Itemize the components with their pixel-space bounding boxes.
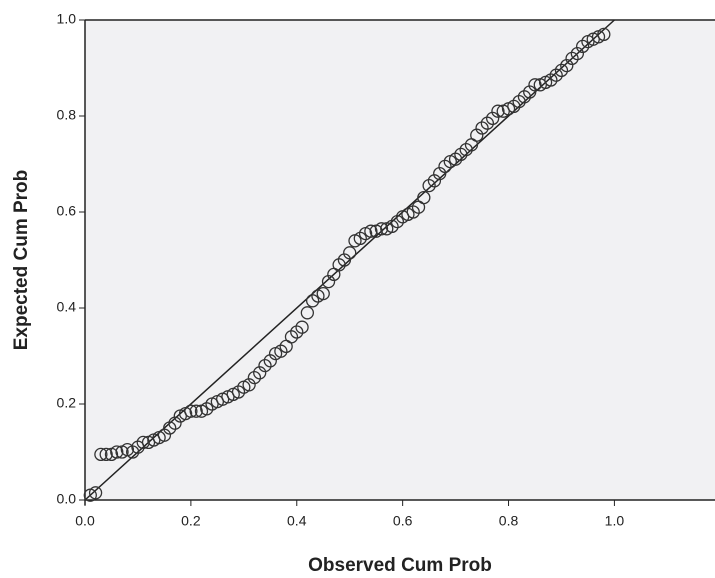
x-tick-label: 0.0 — [75, 513, 95, 529]
x-tick-label: 0.2 — [181, 513, 201, 529]
chart: Observed Cum Prob Expected Cum Prob 0.0 0… — [0, 0, 715, 578]
x-tick-label: 1.0 — [605, 513, 625, 529]
y-tick-label: 0.4 — [57, 299, 77, 315]
y-tick-label: 0.0 — [57, 491, 77, 507]
y-tick-label: 0.8 — [57, 107, 77, 123]
x-axis-title: Observed Cum Prob — [308, 555, 492, 576]
y-tick-label: 0.6 — [57, 203, 77, 219]
y-axis-title: Expected Cum Prob — [11, 170, 32, 351]
x-tick-label: 0.8 — [499, 513, 519, 529]
y-tick-label: 1.0 — [57, 11, 77, 27]
x-tick-label: 0.6 — [393, 513, 413, 529]
y-tick-label: 0.2 — [57, 395, 77, 411]
x-tick-label: 0.4 — [287, 513, 307, 529]
